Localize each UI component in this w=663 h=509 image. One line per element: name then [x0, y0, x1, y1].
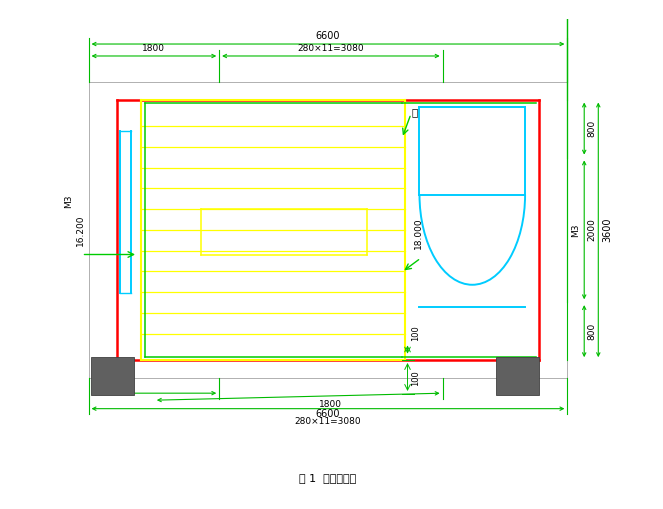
Text: 18.000: 18.000 — [414, 217, 423, 249]
Text: 280×11=3080: 280×11=3080 — [298, 44, 364, 53]
Text: 800: 800 — [587, 120, 596, 137]
Text: 1800: 1800 — [320, 400, 342, 409]
Text: 16.200: 16.200 — [76, 214, 85, 246]
Text: M3: M3 — [64, 195, 74, 209]
Text: 280×11=3080: 280×11=3080 — [294, 417, 361, 426]
Text: 6600: 6600 — [316, 409, 340, 418]
Bar — [91, 357, 135, 395]
Text: 3600: 3600 — [602, 218, 612, 242]
Text: 1800: 1800 — [143, 44, 165, 53]
Text: 2000: 2000 — [587, 218, 596, 241]
Text: 100: 100 — [411, 325, 420, 341]
Text: M3: M3 — [571, 223, 580, 237]
Text: 图 1  楼梯平面图: 图 1 楼梯平面图 — [300, 473, 357, 483]
Text: 800: 800 — [587, 323, 596, 340]
Text: 6600: 6600 — [316, 31, 340, 41]
Text: 100: 100 — [411, 370, 420, 385]
Bar — [495, 357, 539, 395]
Text: 下: 下 — [411, 107, 417, 117]
